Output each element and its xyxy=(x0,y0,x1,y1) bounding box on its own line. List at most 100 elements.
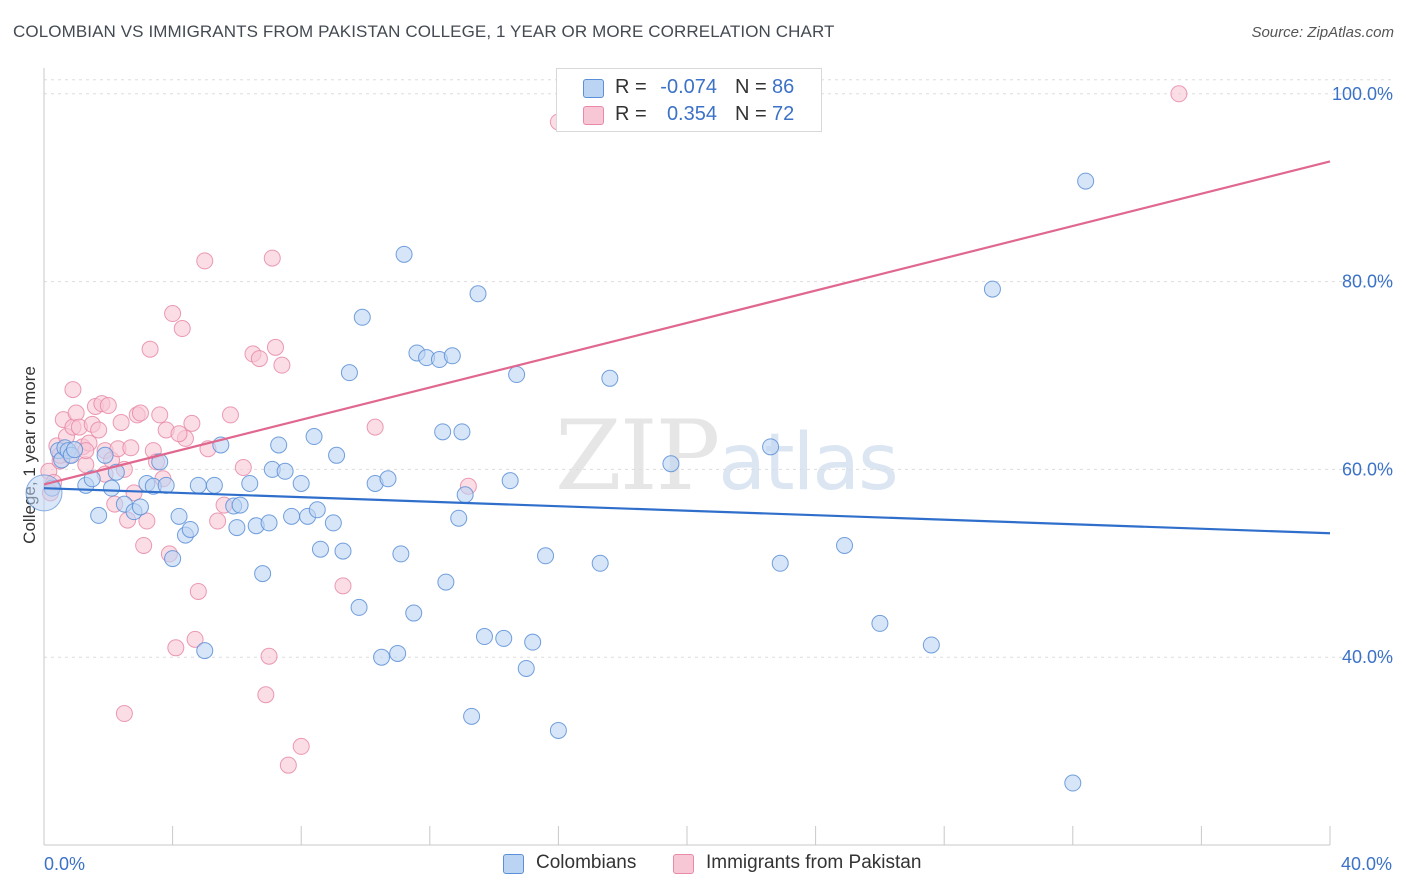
x-tick-label: 40.0% xyxy=(1341,854,1392,874)
colombian-point xyxy=(871,614,889,632)
legend-row-pakistan: R = 0.354 N = 72 xyxy=(557,100,821,128)
colombian-point xyxy=(270,436,288,454)
colombian-point xyxy=(463,707,481,725)
colombian-point xyxy=(524,633,542,651)
pakistan-point xyxy=(273,356,291,374)
colombian-point xyxy=(537,547,555,565)
colombian-point xyxy=(66,441,84,459)
colombian-point xyxy=(96,446,114,464)
pakistan-point xyxy=(64,381,82,399)
pakistan-point xyxy=(292,737,310,755)
colombian-point xyxy=(324,514,342,532)
colombian-point xyxy=(437,573,455,591)
pakistan-point xyxy=(167,639,185,657)
bottom-legend-swatch-pakistan xyxy=(673,854,694,874)
colombian-point xyxy=(231,496,249,514)
pakistan-point xyxy=(234,459,252,477)
legend-r-value: -0.074 xyxy=(660,76,717,98)
pakistan-point xyxy=(67,404,85,422)
colombian-point xyxy=(131,498,149,516)
colombian-point xyxy=(469,285,487,303)
colombian-point xyxy=(373,648,391,666)
colombian-point xyxy=(1077,172,1095,190)
legend-n-value: 86 xyxy=(772,76,795,98)
colombian-point xyxy=(405,604,423,622)
pakistan-point xyxy=(183,414,201,432)
colombian-point xyxy=(276,462,294,480)
watermark-zip: ZIP xyxy=(555,400,720,512)
colombian-point xyxy=(283,507,301,525)
colombian-point xyxy=(443,347,461,365)
legend-swatch-pakistan xyxy=(583,106,604,125)
colombian-point xyxy=(181,520,199,538)
x-tick-label: 0.0% xyxy=(44,854,85,874)
colombian-point xyxy=(328,446,346,464)
pakistan-point xyxy=(366,418,384,436)
watermark: ZIPatlas xyxy=(555,400,899,512)
colombian-point xyxy=(662,455,680,473)
pakistan-point xyxy=(135,536,153,554)
colombian-point xyxy=(517,659,535,677)
legend-swatch-colombians xyxy=(583,79,604,98)
colombian-point xyxy=(311,540,329,558)
colombian-point xyxy=(475,628,493,646)
colombian-point xyxy=(456,486,474,504)
pakistan-point xyxy=(209,512,227,530)
pakistan-point xyxy=(125,484,143,502)
pakistan-point xyxy=(257,686,275,704)
pakistan-point xyxy=(131,404,149,422)
y-tick-label: 80.0% xyxy=(1342,272,1393,292)
pakistan-point xyxy=(122,439,140,457)
colombian-point xyxy=(340,364,358,382)
source-label: Source: ZipAtlas.com xyxy=(1251,24,1394,41)
pakistan-point xyxy=(189,582,207,600)
colombian-point xyxy=(350,598,368,616)
legend-n-label: N = xyxy=(735,76,767,98)
colombian-point xyxy=(495,629,513,647)
pakistan-point xyxy=(164,305,182,323)
colombian-point xyxy=(103,479,121,497)
y-tick-label: 100.0% xyxy=(1332,84,1393,104)
colombian-point xyxy=(389,644,407,662)
pakistan-point xyxy=(151,406,169,424)
colombian-point xyxy=(353,308,371,326)
colombian-point xyxy=(601,369,619,387)
colombian-point xyxy=(260,514,278,532)
colombian-point xyxy=(450,509,468,527)
bottom-legend-label: Colombians xyxy=(536,852,637,873)
y-tick-label: 40.0% xyxy=(1342,647,1393,667)
pakistan-point xyxy=(112,413,130,431)
colombian-point xyxy=(292,474,310,492)
colombian-point xyxy=(762,438,780,456)
colombian-point xyxy=(453,423,471,441)
bottom-legend-label: Immigrants from Pakistan xyxy=(706,852,922,873)
colombian-point xyxy=(196,642,214,660)
colombian-point xyxy=(983,280,1001,298)
pakistan-point xyxy=(196,252,214,270)
colombian-point xyxy=(205,476,223,494)
colombian-point xyxy=(922,636,940,654)
colombian-point xyxy=(434,423,452,441)
watermark-atlas: atlas xyxy=(718,418,898,508)
pakistan-point xyxy=(99,397,117,415)
pakistan-point xyxy=(250,350,268,368)
pakistan-point xyxy=(186,630,204,648)
colombian-point xyxy=(334,542,352,560)
legend-row-colombians: R = -0.074 N = 86 xyxy=(557,73,821,101)
colombian-point xyxy=(508,366,526,384)
bottom-legend-swatch-colombians xyxy=(503,854,524,874)
legend-r-value: 0.354 xyxy=(666,103,717,125)
y-tick-label: 60.0% xyxy=(1342,459,1393,479)
colombian-point xyxy=(83,470,101,488)
pakistan-point xyxy=(170,425,188,443)
colombian-point xyxy=(1064,774,1082,792)
legend-n-value: 72 xyxy=(772,103,795,125)
colombian-point xyxy=(151,453,169,471)
legend-r-label: R = xyxy=(615,76,647,98)
colombian-point xyxy=(771,554,789,572)
chart-title: COLOMBIAN VS IMMIGRANTS FROM PAKISTAN CO… xyxy=(13,22,835,41)
pakistan-point xyxy=(138,512,156,530)
colombian-point xyxy=(241,474,259,492)
colombian-point xyxy=(308,501,326,519)
